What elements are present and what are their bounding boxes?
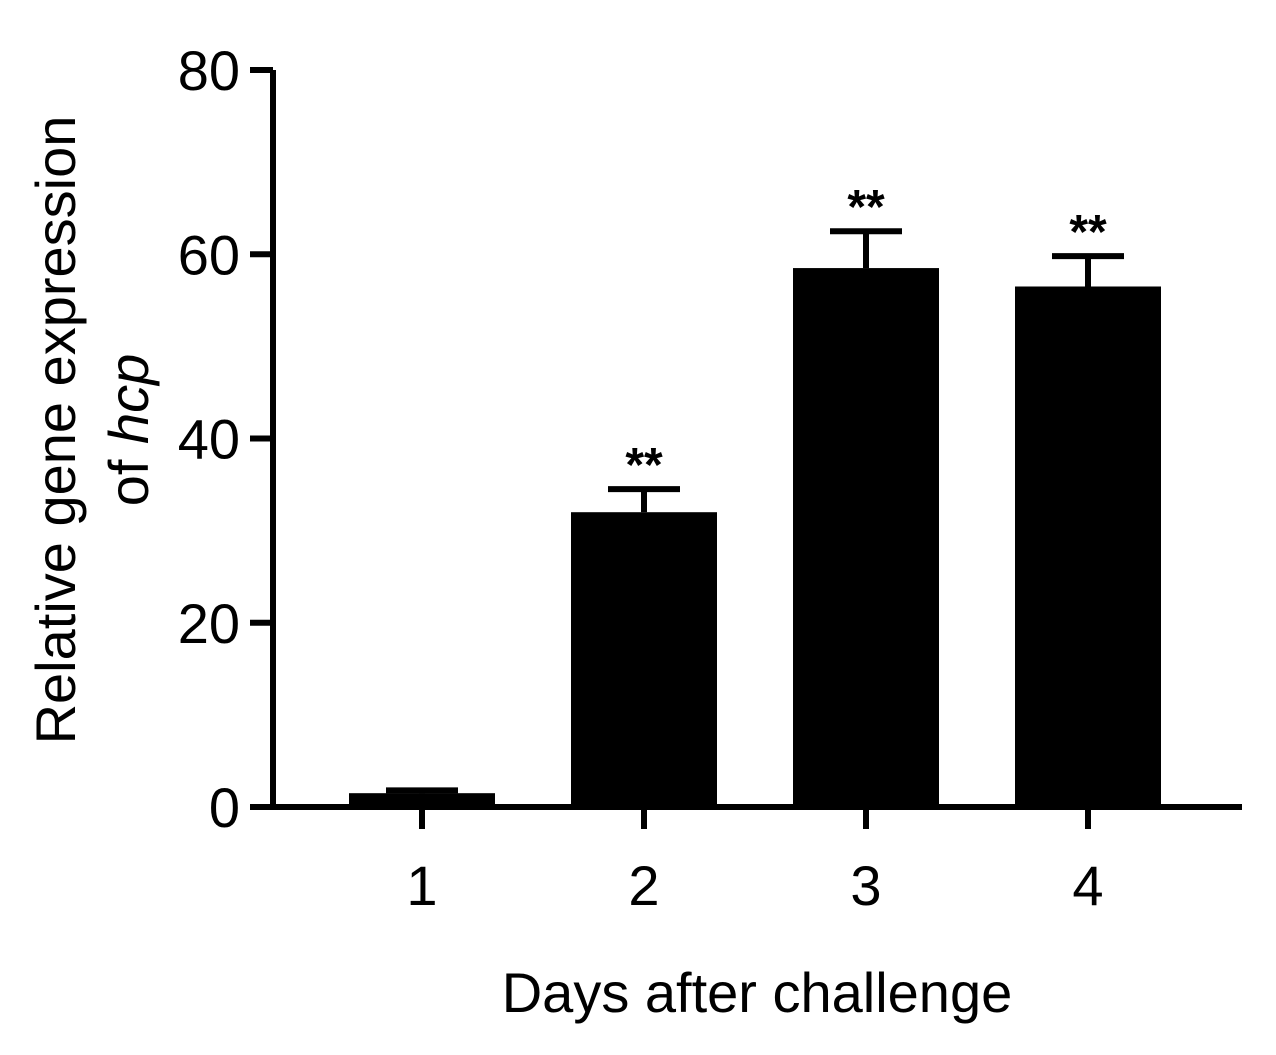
significance-label: ** [1069,206,1107,259]
y-axis-title-gene: hcp [97,354,160,444]
x-tick-label: 3 [850,854,881,917]
x-axis-title: Days after challenge [502,961,1013,1024]
bar-day-2 [571,512,717,807]
bar-day-3 [793,268,939,808]
y-axis-title-line1: Relative gene expression [24,116,87,745]
error-bars [386,228,1124,794]
x-tick-label: 2 [628,854,659,917]
y-tick-label: 20 [178,592,240,655]
y-axis-title-prefix: of [97,444,160,506]
y-ticks: 0 20 40 60 80 [178,39,273,839]
y-tick-label: 80 [178,39,240,102]
bar-day-4 [1015,286,1161,807]
bar-day-1 [349,793,495,807]
y-tick-label: 0 [209,776,240,839]
bars [349,268,1161,808]
y-axis-title-line2: of hcp [97,354,160,507]
x-tick-label: 4 [1072,854,1103,917]
x-tick-label: 1 [406,854,437,917]
y-tick-label: 60 [178,223,240,286]
significance-labels: ** ** ** [625,181,1107,492]
y-tick-label: 40 [178,408,240,471]
significance-label: ** [625,439,663,492]
significance-label: ** [847,181,885,234]
x-ticks: 1 2 3 4 [406,807,1104,917]
